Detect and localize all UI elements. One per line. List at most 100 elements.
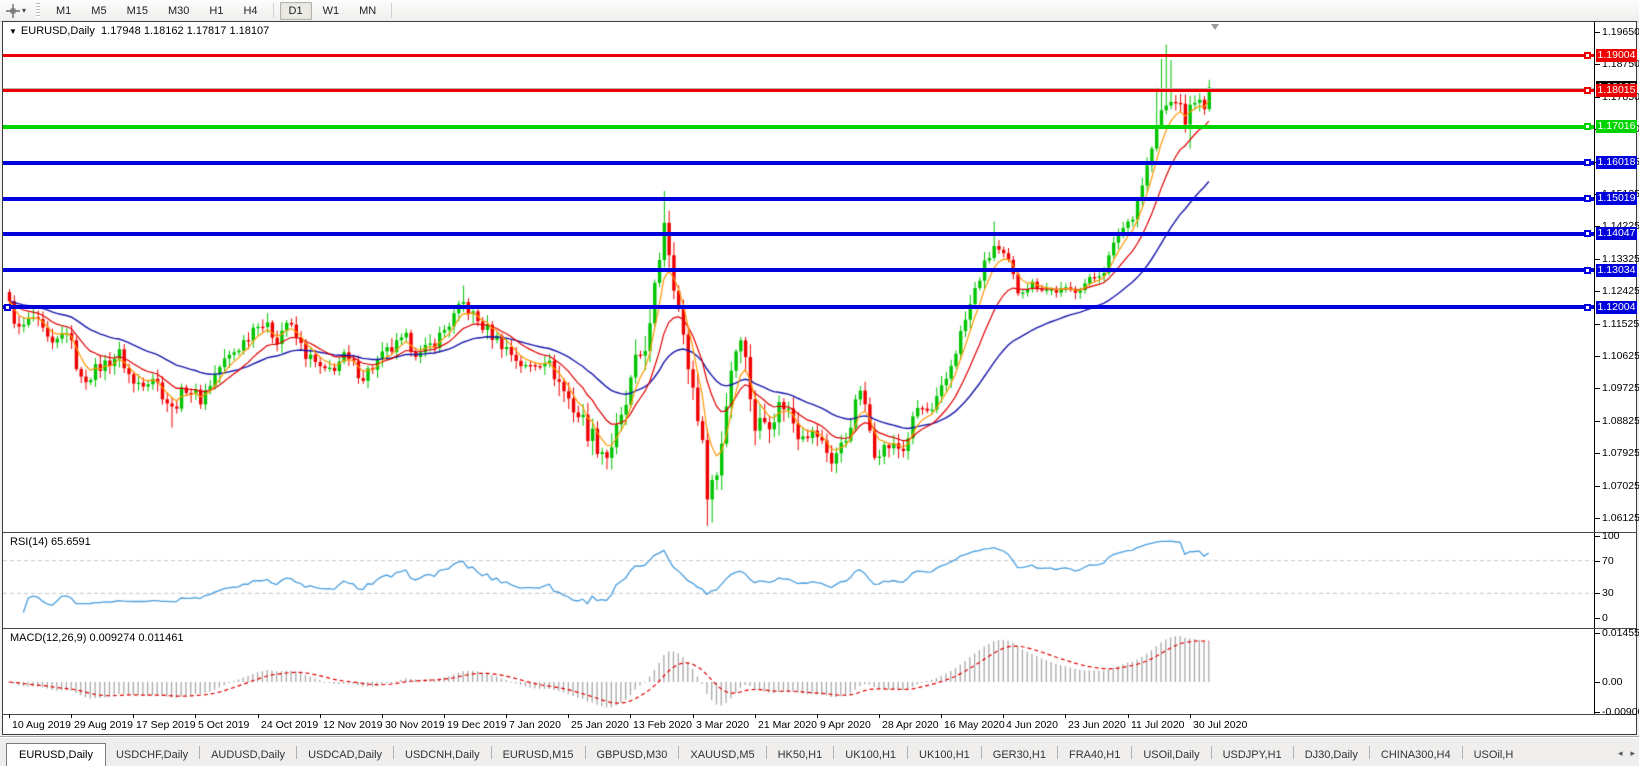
timeframe-button-d1[interactable]: D1	[279, 1, 312, 20]
tabs-scroll-left-icon[interactable]: ◂	[1617, 748, 1623, 758]
chart-tab-usoil-daily[interactable]: USOil,Daily	[1143, 749, 1200, 761]
line-anchor-handle[interactable]	[4, 303, 11, 311]
chart-tab-usoil-h[interactable]: USOil,H	[1473, 749, 1514, 761]
date-tick-mark	[9, 714, 10, 718]
tab-separator	[584, 746, 586, 759]
chart-tab-ger30-h1[interactable]: GER30,H1	[992, 749, 1046, 761]
chart-tab-audusd-daily[interactable]: AUDUSD,Daily	[211, 749, 286, 761]
horizontal-level-line[interactable]	[3, 160, 1594, 165]
line-anchor-handle[interactable]	[1584, 51, 1591, 59]
horizontal-level-line[interactable]	[3, 53, 1594, 57]
date-tick-mark	[382, 714, 383, 718]
horizontal-level-line[interactable]	[3, 89, 1594, 93]
chart-tab-uk100-h1[interactable]: UK100,H1	[845, 749, 897, 761]
cursor-crosshair-icon[interactable]	[5, 3, 21, 19]
tab-separator	[907, 746, 909, 759]
line-anchor-handle[interactable]	[1584, 195, 1591, 203]
collapse-triangle-icon[interactable]: ▼	[9, 27, 17, 36]
level-price-tag: 1.17016	[1596, 120, 1637, 134]
chart-tab-eurusd-daily[interactable]: EURUSD,Daily	[6, 743, 106, 766]
chart-tab-usdjpy-h1[interactable]: USDJPY,H1	[1222, 749, 1282, 761]
chart-tab-china300-h4[interactable]: CHINA300,H4	[1380, 749, 1451, 761]
date-tick-mark	[506, 714, 507, 718]
date-label: 4 Jun 2020	[1006, 719, 1058, 731]
timeframe-button-h4[interactable]: H4	[243, 4, 258, 17]
tab-separator	[1368, 746, 1370, 759]
chart-tabs-bar: EURUSD,Daily USDCHF,Daily AUDUSD,Daily USDC…	[0, 736, 1639, 766]
date-tick-mark	[879, 714, 880, 718]
rsi-axis-label: 100	[1595, 530, 1620, 542]
date-label: 28 Apr 2020	[882, 719, 939, 731]
tabs-scroll-right-icon[interactable]: ▸	[1630, 748, 1635, 758]
timeframe-button-w1[interactable]: W1	[322, 4, 340, 17]
line-anchor-handle[interactable]	[1584, 303, 1591, 311]
timeframe-button-m30[interactable]: M30	[167, 4, 190, 17]
date-tick-mark	[568, 714, 569, 718]
macd-panel-separator[interactable]	[3, 628, 1636, 629]
timeframe-button-h1[interactable]: H1	[209, 4, 224, 17]
horizontal-level-line[interactable]	[3, 196, 1594, 201]
level-price-tag: 1.19004	[1596, 48, 1637, 62]
level-price-tag: 1.18015	[1596, 84, 1637, 98]
timeframe-button-row: M1 M5 M15 M30 H1 H4 D1 W1 MN	[46, 1, 397, 20]
line-anchor-handle[interactable]	[1584, 159, 1591, 167]
price-tick-label: 1.06125	[1595, 512, 1639, 524]
macd-axis-label: -0.009001	[1594, 706, 1639, 718]
line-anchor-handle[interactable]	[1584, 87, 1591, 95]
date-tick-mark	[71, 714, 72, 718]
horizontal-level-line[interactable]	[3, 305, 1594, 310]
price-tick-label: 1.19650	[1595, 26, 1639, 38]
horizontal-level-line[interactable]	[3, 268, 1594, 273]
chart-tab-xauusd-m5[interactable]: XAUUSD,M5	[690, 749, 755, 761]
chart-tab-dj30-daily[interactable]: DJ30,Daily	[1304, 749, 1358, 761]
macd-axis-label: 0.014556	[1595, 627, 1639, 639]
timeframe-button-m5[interactable]: M5	[91, 4, 107, 17]
price-tick-label: 1.11525	[1594, 317, 1639, 330]
chart-tab-hk50-h1[interactable]: HK50,H1	[777, 749, 823, 761]
tab-separator	[296, 746, 298, 759]
chart-tab-usdcnh-daily[interactable]: USDCNH,Daily	[405, 749, 480, 761]
toolbar-grip[interactable]	[36, 3, 41, 18]
date-label: 13 Feb 2020	[633, 719, 692, 731]
tab-separator	[199, 746, 201, 759]
rsi-panel-separator[interactable]	[3, 532, 1636, 533]
date-tick-mark	[1065, 714, 1066, 718]
timeframe-button-m15[interactable]: M15	[126, 4, 148, 17]
line-anchor-handle[interactable]	[1584, 266, 1591, 274]
tab-separator	[1056, 746, 1058, 759]
line-anchor-handle[interactable]	[1584, 123, 1591, 131]
cursor-dropdown-icon[interactable]: ▾	[22, 6, 27, 15]
chart-tab-eurusd-m15[interactable]: EURUSD,M15	[502, 749, 574, 761]
level-price-tag: 1.15019	[1596, 192, 1637, 206]
chart-tab-usdchf-daily[interactable]: USDCHF,Daily	[115, 749, 189, 761]
timeframe-button-mn[interactable]: MN	[359, 4, 377, 17]
chart-tab-uk100-h1[interactable]: UK100,H1	[919, 749, 970, 761]
date-tick-mark	[755, 714, 756, 718]
rsi-label: RSI(14) 65.6591	[10, 536, 91, 548]
price-tick-label: 1.07025	[1595, 479, 1639, 492]
horizontal-level-line[interactable]	[3, 231, 1594, 236]
date-label: 24 Oct 2019	[261, 719, 319, 731]
horizontal-level-line[interactable]	[3, 124, 1594, 129]
line-anchor-handle[interactable]	[1584, 230, 1591, 238]
chart-ohlc-values: 1.17948 1.18162 1.17817 1.18107	[101, 25, 270, 37]
price-tick-label: 1.07925	[1595, 447, 1639, 460]
date-label: 19 Dec 2019	[447, 719, 507, 731]
price-tick-label: 1.10625	[1595, 350, 1639, 362]
level-price-tag: 1.16018	[1596, 156, 1637, 170]
tab-row: EURUSD,Daily USDCHF,Daily AUDUSD,Daily USDC…	[0, 742, 1614, 766]
timeframe-button-m1[interactable]: M1	[56, 4, 72, 17]
chart-shift-marker[interactable]	[1211, 24, 1219, 30]
chart-tab-usdcad-daily[interactable]: USDCAD,Daily	[308, 749, 383, 761]
date-label: 11 Jul 2020	[1131, 719, 1185, 731]
price-tick-label: 1.13325	[1595, 252, 1639, 265]
date-tick-mark	[630, 714, 631, 718]
tab-separator	[1292, 746, 1294, 759]
tab-separator	[490, 746, 492, 759]
chart-tab-fra40-h1[interactable]: FRA40,H1	[1068, 749, 1121, 761]
date-tick-mark	[195, 714, 196, 718]
chart-tab-gbpusd-m30[interactable]: GBPUSD,M30	[596, 749, 668, 761]
toolbar-separator	[391, 3, 393, 18]
level-price-tag: 1.14047	[1596, 227, 1637, 241]
chart-canvas[interactable]	[3, 22, 1636, 734]
